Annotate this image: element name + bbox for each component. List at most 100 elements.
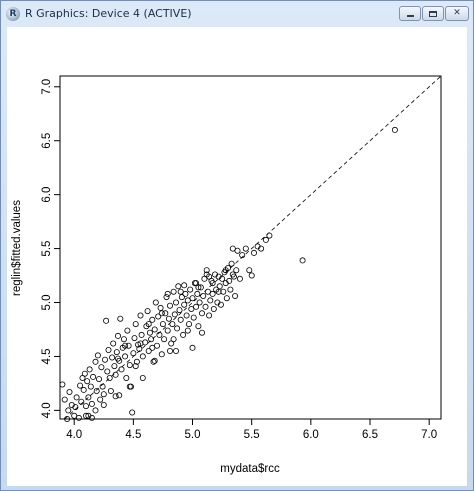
data-point [94, 352, 101, 359]
data-point [65, 407, 72, 414]
data-point [185, 321, 192, 328]
data-point [100, 391, 107, 398]
data-point [262, 236, 269, 243]
data-point [242, 245, 249, 252]
data-point [171, 311, 178, 318]
data-point [222, 267, 229, 274]
data-point [177, 288, 184, 295]
y-tick-label: 6.5 [41, 133, 53, 149]
data-point [220, 288, 227, 295]
data-point [246, 267, 253, 274]
data-point [206, 312, 213, 319]
data-point [166, 302, 173, 309]
data-point [194, 290, 201, 297]
data-point [117, 315, 124, 322]
data-point [77, 382, 84, 389]
data-point [116, 392, 123, 399]
data-point [92, 358, 99, 365]
data-point [115, 332, 122, 339]
data-point [175, 283, 182, 290]
data-point [181, 301, 188, 308]
data-point [158, 351, 165, 358]
data-point [177, 316, 184, 323]
data-point [80, 386, 87, 393]
data-point [248, 272, 255, 279]
data-point [144, 308, 151, 315]
data-point [228, 260, 235, 267]
data-point [137, 340, 144, 347]
data-point [155, 313, 162, 320]
window-title: R Graphics: Device 4 (ACTIVE) [25, 7, 192, 20]
y-tick-label: 7.0 [41, 79, 53, 95]
data-point [102, 356, 109, 363]
data-point [96, 376, 103, 383]
data-point [156, 331, 163, 338]
data-point [148, 336, 155, 343]
data-point [110, 340, 117, 347]
data-point [87, 383, 94, 390]
data-point [210, 305, 217, 312]
data-point [391, 126, 398, 133]
data-point [84, 378, 91, 385]
data-point [157, 304, 164, 311]
data-point [299, 257, 306, 264]
data-point [180, 331, 187, 338]
data-point [59, 381, 66, 388]
data-point [124, 327, 131, 334]
data-point [169, 321, 176, 328]
data-point [239, 252, 246, 259]
data-point [145, 347, 152, 354]
data-point [164, 327, 171, 334]
close-icon: ✕ [453, 8, 461, 18]
data-point [229, 271, 236, 278]
data-point [189, 344, 196, 351]
data-point [120, 336, 127, 343]
data-point [103, 317, 110, 324]
data-point [152, 299, 159, 306]
data-point [203, 267, 210, 274]
x-tick-label: 5.5 [244, 429, 260, 441]
data-point [131, 335, 138, 342]
data-point [266, 232, 273, 239]
data-point [176, 307, 183, 314]
x-tick-label: 6.5 [362, 429, 378, 441]
data-point [139, 374, 146, 381]
data-point [204, 288, 211, 295]
y-tick-label: 5.0 [41, 295, 53, 311]
data-point [109, 354, 116, 361]
close-button[interactable]: ✕ [445, 6, 469, 21]
data-point [145, 321, 152, 328]
data-point [73, 394, 80, 401]
data-point [172, 347, 179, 354]
data-point [112, 371, 119, 378]
data-point [100, 401, 107, 408]
data-point [196, 299, 203, 306]
window-titlebar[interactable]: R R Graphics: Device 4 (ACTIVE) ✕ [1, 1, 473, 27]
data-point [234, 247, 241, 254]
x-tick-label: 4.0 [66, 429, 82, 441]
data-point [105, 346, 112, 353]
data-point [162, 310, 169, 317]
y-tick-label: 4.0 [41, 402, 53, 418]
y-tick-label: 4.5 [41, 348, 53, 364]
x-tick-label: 4.5 [125, 429, 141, 441]
data-point [137, 312, 144, 319]
data-point [66, 388, 73, 395]
data-point [122, 353, 129, 360]
data-point [99, 383, 106, 390]
data-point [197, 284, 204, 291]
maximize-icon [429, 10, 437, 17]
data-point [86, 366, 93, 373]
data-point [138, 331, 145, 338]
data-point [200, 292, 207, 299]
data-point [85, 412, 92, 419]
maximize-button[interactable] [422, 6, 444, 21]
data-point [161, 336, 168, 343]
data-point [195, 323, 202, 330]
data-point [150, 358, 157, 365]
data-point [250, 249, 257, 256]
minimize-button[interactable] [399, 6, 421, 21]
x-tick-label: 7.0 [421, 429, 437, 441]
data-point [209, 280, 216, 287]
data-point [198, 329, 205, 336]
